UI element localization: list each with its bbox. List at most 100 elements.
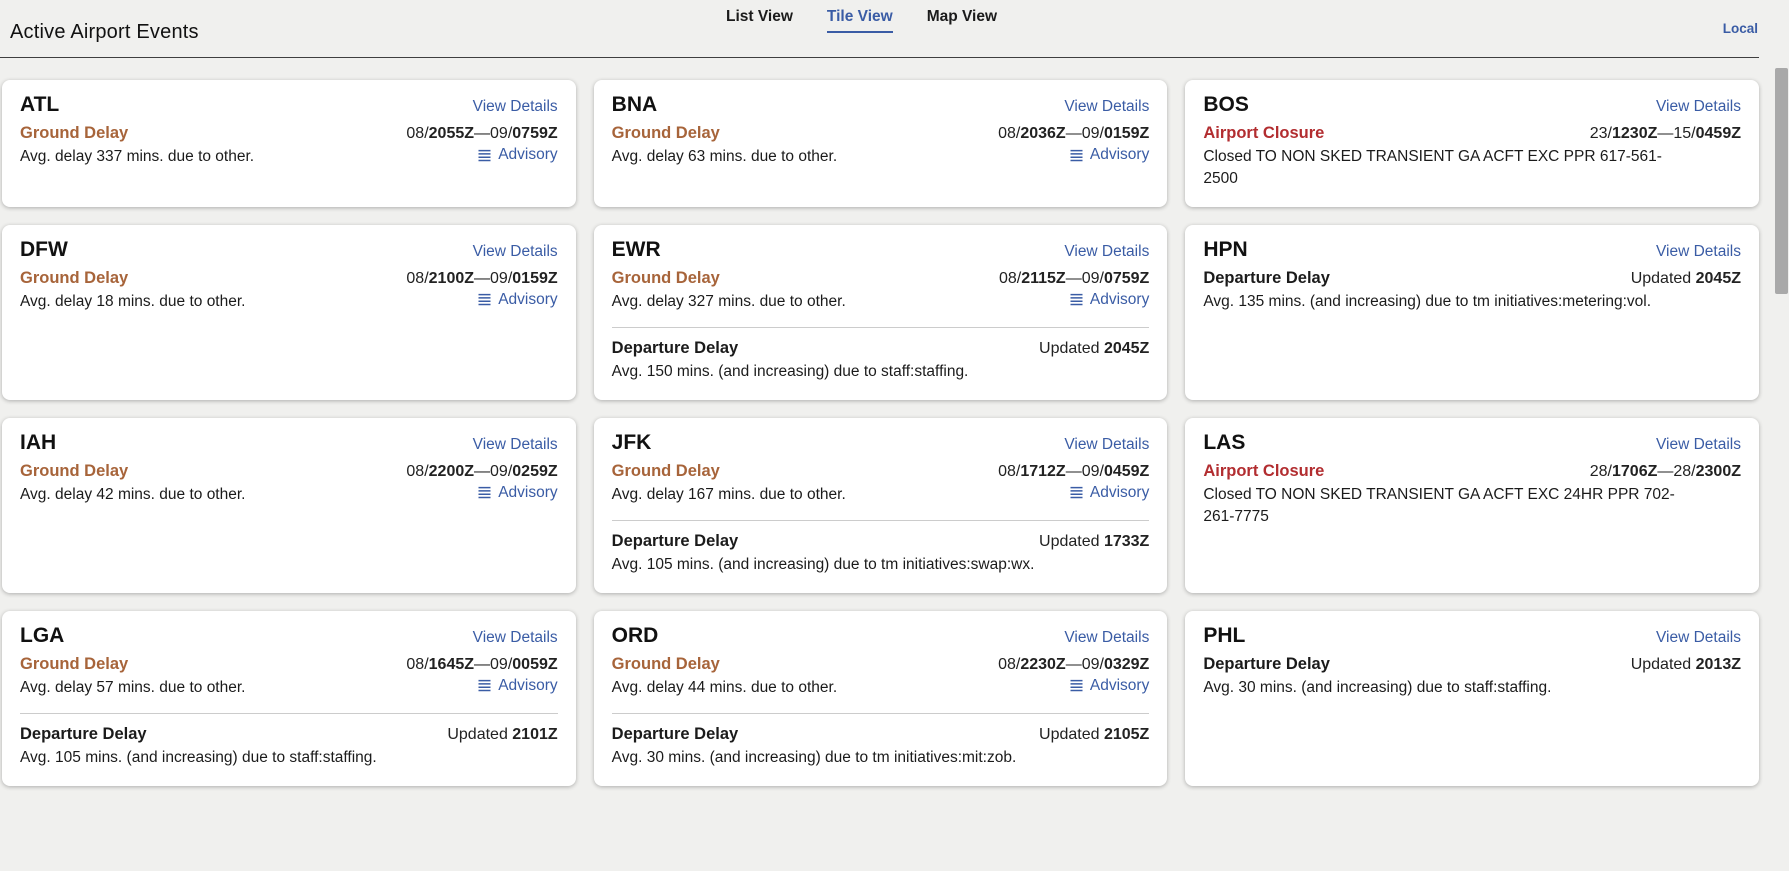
- event: Airport Closure 23/1230Z—15/0459Z Closed…: [1203, 124, 1741, 191]
- advisory-label: Advisory: [1089, 483, 1150, 501]
- event: Departure Delay Updated 2045Z Avg. 135 m…: [1203, 269, 1741, 313]
- airport-event-card: EWR View Details Ground Delay 08/2115Z—0…: [593, 224, 1168, 400]
- event-time: Updated 2105Z: [1039, 726, 1150, 744]
- airport-event-card: BOS View Details Airport Closure 23/1230…: [1185, 80, 1759, 207]
- airport-event-card: HPN View Details Departure Delay Updated…: [1185, 224, 1759, 400]
- event-header-row: Ground Delay 08/2036Z—09/0159Z: [612, 124, 1150, 143]
- event-type: Departure Delay: [1203, 654, 1330, 673]
- tab-map-view[interactable]: Map View: [926, 8, 998, 25]
- event-description: Closed TO NON SKED TRANSIENT GA ACFT EXC…: [1203, 485, 1675, 526]
- airport-code: BNA: [611, 93, 658, 116]
- advisory-link[interactable]: Advisory: [1069, 677, 1149, 695]
- event-header-row: Departure Delay Updated 1733Z: [612, 532, 1150, 551]
- event: Ground Delay 08/2036Z—09/0159Z Avg. dela…: [612, 124, 1150, 168]
- timezone-toggle-local[interactable]: Local: [1722, 21, 1758, 36]
- event-header-row: Departure Delay Updated 2045Z: [1203, 269, 1741, 288]
- card-header: JFK View Details: [612, 431, 1150, 455]
- airport-event-card: IAH View Details Ground Delay 08/2200Z—0…: [2, 417, 576, 593]
- airport-events-grid: ATL View Details Ground Delay 08/2055Z—0…: [2, 80, 1759, 786]
- advisory-link[interactable]: Advisory: [477, 676, 558, 695]
- event-description: Avg. delay 327 mins. due to other.: [611, 292, 846, 310]
- events: Airport Closure 28/1706Z—28/2300Z Closed…: [1203, 462, 1741, 529]
- advisory-link[interactable]: Advisory: [477, 146, 558, 164]
- event-header-row: Departure Delay Updated 2105Z: [612, 725, 1150, 744]
- event-time: Updated 1733Z: [1039, 533, 1150, 551]
- view-details-link[interactable]: View Details: [1064, 98, 1150, 115]
- advisory-link[interactable]: Advisory: [477, 290, 558, 309]
- view-details-link[interactable]: View Details: [1655, 435, 1741, 453]
- event-description: Avg. delay 63 mins. due to other.: [611, 148, 838, 165]
- event-description: Avg. 30 mins. (and increasing) due to st…: [1203, 678, 1552, 696]
- tab-list-view[interactable]: List View: [726, 8, 793, 25]
- airport-event-card: LGA View Details Ground Delay 08/1645Z—0…: [2, 610, 576, 786]
- advisory-link[interactable]: Advisory: [1069, 484, 1149, 502]
- view-details-link[interactable]: View Details: [1655, 98, 1741, 115]
- view-details-link[interactable]: View Details: [1655, 242, 1741, 260]
- event: Departure Delay Updated 2045Z Avg. 150 m…: [612, 339, 1150, 383]
- event-header-row: Departure Delay Updated 2045Z: [612, 339, 1150, 358]
- view-details-link[interactable]: View Details: [472, 628, 558, 646]
- card-header: EWR View Details: [612, 238, 1150, 262]
- airport-code: LAS: [1203, 430, 1246, 454]
- event-detail-row: Avg. delay 63 mins. due to other. Adviso…: [612, 146, 1150, 168]
- event-detail-row: Avg. 30 mins. (and increasing) due to tm…: [612, 747, 1150, 769]
- airport-code: DFW: [20, 237, 68, 261]
- advisory-lines-icon: [477, 679, 492, 692]
- event-detail-row: Avg. delay 337 mins. due to other. Advis…: [20, 146, 558, 168]
- event-header-row: Ground Delay 08/2230Z—09/0329Z: [612, 655, 1150, 674]
- event-detail-row: Avg. 30 mins. (and increasing) due to st…: [1203, 677, 1741, 699]
- advisory-label: Advisory: [498, 290, 558, 308]
- view-details-link[interactable]: View Details: [1064, 435, 1150, 453]
- airport-code: IAH: [20, 430, 57, 454]
- advisory-lines-icon: [477, 486, 492, 499]
- event-time: Updated 2045Z: [1630, 269, 1741, 287]
- event-description: Avg. delay 44 mins. due to other.: [611, 678, 838, 696]
- events: Ground Delay 08/1645Z—09/0059Z Avg. dela…: [20, 655, 558, 770]
- event: Departure Delay Updated 2101Z Avg. 105 m…: [20, 725, 558, 769]
- event-time: 08/2115Z—09/0759Z: [998, 269, 1150, 287]
- event-time: 08/2055Z—09/0759Z: [406, 125, 558, 142]
- advisory-label: Advisory: [1089, 146, 1150, 163]
- event: Ground Delay 08/2055Z—09/0759Z Avg. dela…: [20, 124, 558, 168]
- advisory-label: Advisory: [498, 676, 558, 694]
- title-divider: [0, 57, 1759, 58]
- card-header: ORD View Details: [612, 624, 1150, 648]
- advisory-link[interactable]: Advisory: [477, 484, 558, 502]
- airport-event-card: LAS View Details Airport Closure 28/1706…: [1185, 417, 1759, 593]
- event-type: Ground Delay: [20, 461, 129, 480]
- event-description: Closed TO NON SKED TRANSIENT GA ACFT EXC…: [1203, 148, 1662, 188]
- event: Departure Delay Updated 1733Z Avg. 105 m…: [612, 532, 1150, 576]
- events: Ground Delay 08/2230Z—09/0329Z Avg. dela…: [611, 655, 1150, 770]
- event-header-row: Ground Delay 08/2100Z—09/0159Z: [20, 269, 558, 288]
- airport-code: LGA: [20, 623, 65, 647]
- view-details-link[interactable]: View Details: [1655, 628, 1741, 646]
- event-description: Avg. 105 mins. (and increasing) due to s…: [20, 749, 377, 767]
- advisory-lines-icon: [1069, 149, 1084, 162]
- advisory-link[interactable]: Advisory: [1069, 146, 1149, 164]
- event-description: Avg. 30 mins. (and increasing) due to tm…: [611, 749, 1017, 767]
- advisory-link[interactable]: Advisory: [1069, 291, 1149, 309]
- event-type: Ground Delay: [20, 124, 129, 142]
- card-header: DFW View Details: [20, 238, 558, 262]
- view-details-link[interactable]: View Details: [1064, 628, 1150, 646]
- tab-tile-view[interactable]: Tile View: [826, 8, 893, 33]
- view-details-link[interactable]: View Details: [472, 98, 558, 115]
- airport-code: PHL: [1203, 623, 1246, 647]
- events: Airport Closure 23/1230Z—15/0459Z Closed…: [1203, 124, 1741, 191]
- view-details-link[interactable]: View Details: [1064, 242, 1150, 260]
- card-header: BNA View Details: [612, 93, 1150, 117]
- advisory-lines-icon: [1069, 486, 1084, 499]
- event-header-row: Ground Delay 08/1712Z—09/0459Z: [612, 462, 1150, 481]
- event: Ground Delay 08/2100Z—09/0159Z Avg. dela…: [20, 269, 558, 313]
- events: Departure Delay Updated 2045Z Avg. 135 m…: [1203, 269, 1741, 313]
- vertical-scrollbar[interactable]: [1775, 68, 1788, 294]
- airport-code: ATL: [20, 93, 60, 116]
- view-details-link[interactable]: View Details: [472, 435, 558, 453]
- event-time: 08/1645Z—09/0059Z: [406, 655, 558, 673]
- events: Ground Delay 08/2036Z—09/0159Z Avg. dela…: [612, 124, 1150, 168]
- view-details-link[interactable]: View Details: [472, 242, 558, 260]
- event-description: Avg. delay 167 mins. due to other.: [611, 485, 846, 503]
- event: Departure Delay Updated 2013Z Avg. 30 mi…: [1203, 655, 1741, 699]
- page-title: Active Airport Events: [10, 21, 199, 43]
- event-time: Updated 2013Z: [1630, 655, 1741, 673]
